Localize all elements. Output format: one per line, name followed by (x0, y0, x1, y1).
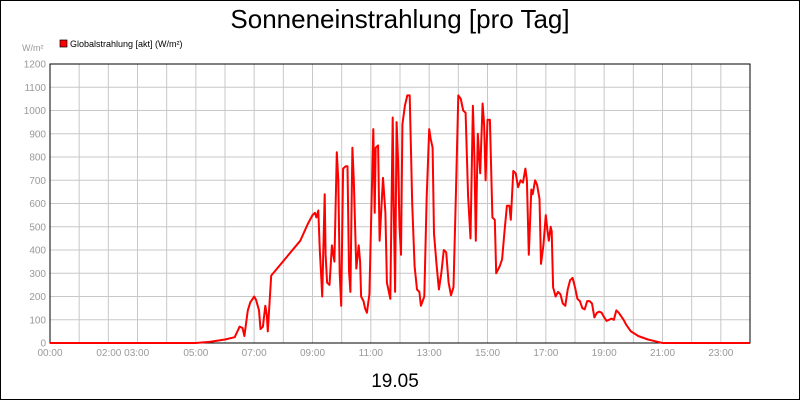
x-tick-label: 11:00 (359, 348, 384, 359)
series-layer (50, 94, 750, 344)
x-tick-label: 02:00 03:00 (96, 348, 149, 359)
x-tick-label: 13:00 (417, 348, 442, 359)
x-tick-label: 00:00 (37, 348, 62, 359)
legend-entry: Globalstrahlung [akt] (W/m²) (70, 39, 183, 49)
y-tick-label: 800 (29, 153, 46, 164)
y-tick-label: 900 (29, 129, 46, 140)
series-line-globalstrahlung (50, 94, 750, 344)
x-tick-label: 05:00 (183, 348, 208, 359)
y-tick-label: 1000 (24, 106, 47, 117)
x-axis-ticks: 00:00 02:00 03:00 05:00 07:00 09:00 11:00 13:0… (37, 348, 733, 359)
x-tick-label: 23:00 (708, 348, 733, 359)
x-tick-label: 07:00 (242, 348, 267, 359)
y-tick-label: 700 (29, 176, 46, 187)
x-tick-label: 19:00 (592, 348, 617, 359)
plot-area-border (49, 63, 751, 344)
y-tick-label: 1100 (24, 83, 46, 94)
y-tick-label: 1200 (24, 60, 47, 71)
grid (50, 63, 750, 344)
x-tick-label: 21:00 (650, 348, 675, 359)
y-tick-label: 300 (29, 269, 46, 280)
x-tick-label: 09:00 (300, 348, 325, 359)
x-tick-label: 17:00 (533, 348, 558, 359)
x-tick-label: 15:00 (475, 348, 500, 359)
y-tick-label: 100 (29, 315, 46, 326)
chart-date-label: 19.05 (371, 371, 419, 392)
y-tick-label: 0 (40, 339, 46, 350)
chart-title: Sonneneinstrahlung [pro Tag] (230, 4, 569, 34)
y-axis-unit: W/m² (22, 43, 44, 53)
y-tick-label: 600 (29, 199, 46, 210)
y-tick-label: 200 (29, 292, 46, 303)
y-tick-label: 500 (29, 222, 46, 233)
y-axis-ticks: 0 100 200 300 400 500 600 700 800 900 1000 1100 1200 (24, 60, 47, 350)
legend-swatch (59, 39, 68, 48)
y-tick-label: 400 (29, 246, 46, 257)
